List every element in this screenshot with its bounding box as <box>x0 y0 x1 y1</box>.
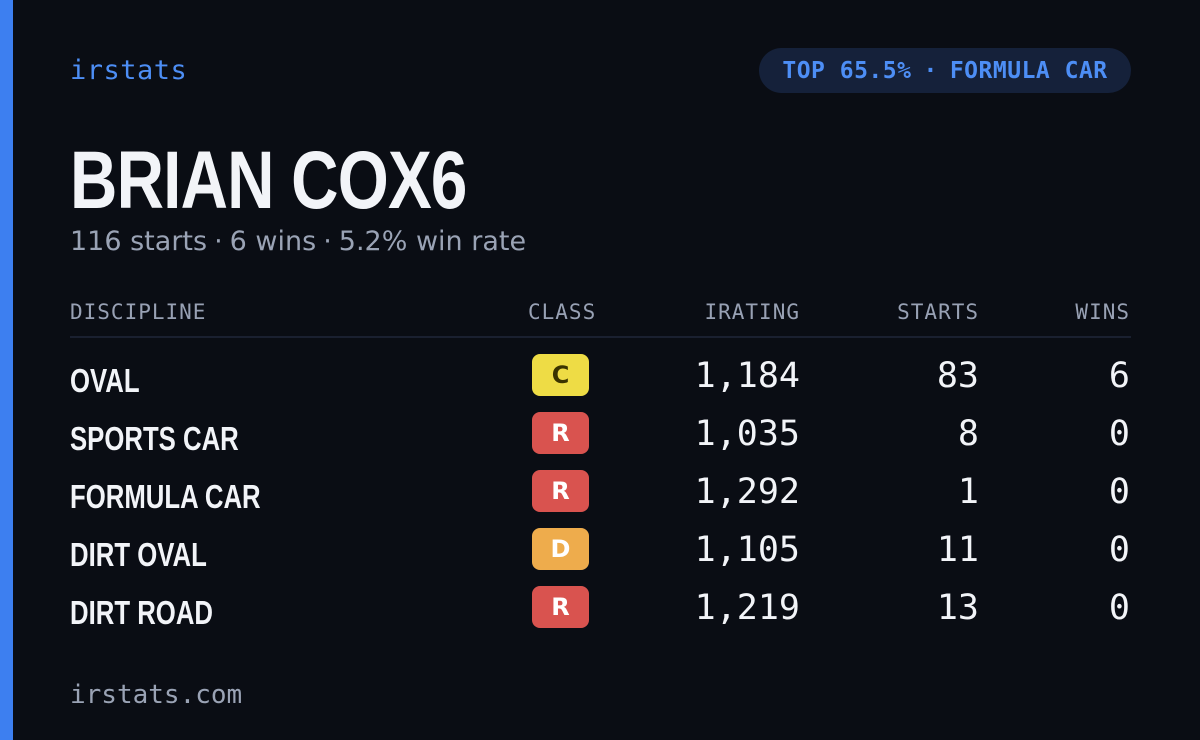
header-irating: IRATING <box>704 300 800 324</box>
summary-wins: 6 wins <box>229 226 317 257</box>
license-class-badge: C <box>532 354 589 396</box>
row-discipline: SPORTS CAR <box>70 420 239 457</box>
driver-summary: 116 starts · 6 wins · 5.2% win rate <box>70 226 526 257</box>
header-discipline: DISCIPLINE <box>70 300 207 324</box>
summary-starts: 116 starts <box>70 226 208 257</box>
header-wins: WINS <box>1075 300 1130 324</box>
row-discipline: FORMULA CAR <box>70 478 261 515</box>
badge-rank: TOP 65.5% <box>782 57 912 84</box>
row-wins: 0 <box>1108 588 1130 628</box>
summary-separator: · <box>323 226 332 257</box>
row-wins: 0 <box>1108 530 1130 570</box>
row-starts: 83 <box>936 356 979 396</box>
row-discipline: DIRT ROAD <box>70 594 213 631</box>
summary-win-rate: 5.2% win rate <box>338 226 527 257</box>
row-irating: 1,035 <box>694 414 800 454</box>
row-irating: 1,219 <box>694 588 800 628</box>
table-row: SPORTS CAR R 1,035 8 0 <box>0 412 1200 470</box>
row-irating: 1,184 <box>694 356 800 396</box>
table-row: FORMULA CAR R 1,292 1 0 <box>0 470 1200 528</box>
table-row: OVAL C 1,184 83 6 <box>0 354 1200 412</box>
row-starts: 13 <box>936 588 979 628</box>
row-discipline: DIRT OVAL <box>70 536 207 573</box>
row-irating: 1,105 <box>694 530 800 570</box>
table-row: DIRT OVAL D 1,105 11 0 <box>0 528 1200 586</box>
table-divider <box>70 336 1131 338</box>
footer-url: irstats.com <box>70 680 243 710</box>
header-starts: STARTS <box>897 300 979 324</box>
badge-discipline: FORMULA CAR <box>949 57 1108 84</box>
row-starts: 1 <box>957 472 979 512</box>
row-irating: 1,292 <box>694 472 800 512</box>
license-class-badge: R <box>532 470 589 512</box>
license-class-badge: R <box>532 586 589 628</box>
brand-logo: irstats <box>70 55 188 86</box>
row-wins: 0 <box>1108 414 1130 454</box>
row-wins: 0 <box>1108 472 1130 512</box>
row-starts: 8 <box>957 414 979 454</box>
table-row: DIRT ROAD R 1,219 13 0 <box>0 586 1200 644</box>
driver-name: BRIAN COX6 <box>70 135 467 226</box>
accent-bar <box>0 0 13 740</box>
license-class-badge: R <box>532 412 589 454</box>
badge-separator: · <box>923 57 938 84</box>
summary-separator: · <box>214 226 223 257</box>
header-class: CLASS <box>528 300 597 324</box>
license-class-badge: D <box>532 528 589 570</box>
row-starts: 11 <box>936 530 979 570</box>
row-wins: 6 <box>1108 356 1130 396</box>
percentile-badge: TOP 65.5% · FORMULA CAR <box>759 48 1131 93</box>
row-discipline: OVAL <box>70 362 140 399</box>
